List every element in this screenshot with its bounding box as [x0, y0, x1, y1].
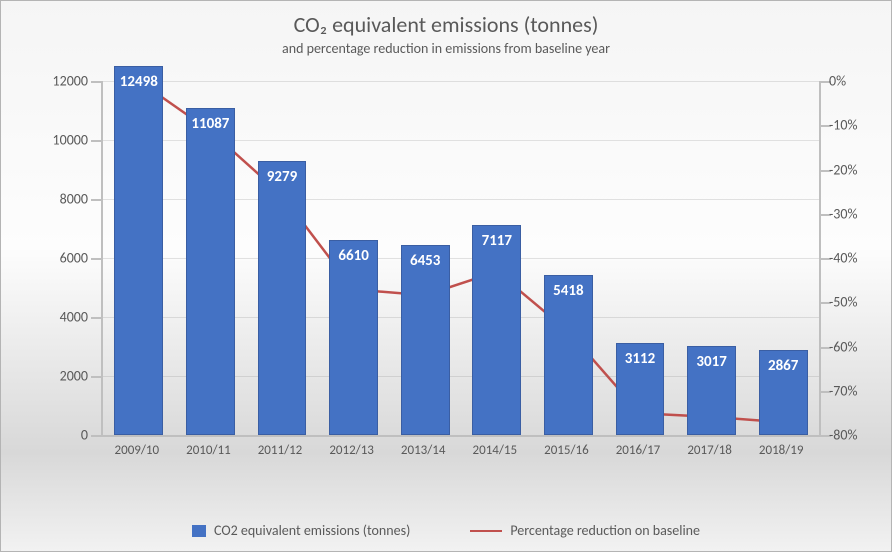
x-label: 2011/12 [258, 443, 303, 458]
y-label-left: 10000 [33, 132, 88, 149]
bar: 6453 [401, 245, 450, 435]
y-label-right: -70% [829, 382, 879, 399]
bar-value-label: 3112 [625, 350, 655, 368]
y-label-right: -20% [829, 161, 879, 178]
x-label: 2014/15 [473, 443, 518, 458]
y-label-right: -30% [829, 205, 879, 222]
x-label: 2015/16 [544, 443, 589, 458]
x-label: 2018/19 [759, 443, 804, 458]
y-tick-left [91, 140, 101, 142]
legend: CO2 equivalent emissions (tonnes) Percen… [1, 522, 891, 539]
legend-swatch-bar [192, 525, 206, 537]
y-label-left: 12000 [33, 73, 88, 90]
x-axis: 2009/10 2010/11 2011/12 2012/13 2013/14 2014/… [101, 437, 821, 463]
y-label-right: 0% [829, 73, 879, 90]
legend-label-bars: CO2 equivalent emissions (tonnes) [214, 522, 410, 539]
bar-value-label: 3017 [696, 353, 726, 371]
gridline [103, 81, 819, 82]
y-tick-left [91, 258, 101, 260]
plot-area: 0200040006000800010000120000%-10%-20%-30… [101, 81, 821, 437]
bar: 3112 [616, 343, 665, 435]
bar-value-label: 6610 [338, 247, 368, 265]
y-label-left: 2000 [33, 368, 88, 385]
y-tick-left [91, 317, 101, 319]
y-tick-left [91, 199, 101, 201]
bar: 6610 [329, 240, 378, 435]
legend-item-bars: CO2 equivalent emissions (tonnes) [192, 522, 410, 539]
y-tick-left [91, 435, 101, 437]
bar: 12498 [114, 66, 163, 435]
x-label: 2013/14 [401, 443, 446, 458]
x-label: 2016/17 [616, 443, 661, 458]
y-tick-left [91, 81, 101, 83]
bar-value-label: 5418 [553, 282, 583, 300]
bar: 3017 [687, 346, 736, 435]
x-label: 2009/10 [115, 443, 160, 458]
y-label-right: -40% [829, 250, 879, 267]
x-label: 2010/11 [186, 443, 231, 458]
bar-value-label: 11087 [191, 115, 229, 133]
bar: 11087 [186, 108, 235, 435]
bar: 2867 [759, 350, 808, 435]
y-label-left: 4000 [33, 309, 88, 326]
bar: 7117 [472, 225, 521, 435]
y-label-left: 8000 [33, 191, 88, 208]
bar: 5418 [544, 275, 593, 435]
legend-label-line: Percentage reduction on baseline [510, 522, 700, 539]
y-label-left: 0 [33, 427, 88, 444]
bar-value-label: 12498 [120, 73, 158, 91]
legend-item-line: Percentage reduction on baseline [470, 522, 700, 539]
legend-swatch-line [470, 530, 502, 532]
y-tick-left [91, 376, 101, 378]
chart-title: CO₂ equivalent emissions (tonnes) [1, 11, 891, 38]
y-label-right: -80% [829, 427, 879, 444]
x-label: 2017/18 [687, 443, 732, 458]
bar-value-label: 7117 [482, 232, 512, 250]
bar: 9279 [258, 161, 307, 435]
chart-area: 0200040006000800010000120000%-10%-20%-30… [101, 81, 821, 463]
y-label-right: -10% [829, 117, 879, 134]
y-label-right: -60% [829, 338, 879, 355]
bar-value-label: 2867 [768, 357, 798, 375]
bar-value-label: 6453 [410, 252, 440, 270]
bar-value-label: 9279 [267, 168, 297, 186]
chart-subtitle: and percentage reduction in emissions fr… [1, 40, 891, 57]
y-label-right: -50% [829, 294, 879, 311]
x-label: 2012/13 [329, 443, 374, 458]
y-label-left: 6000 [33, 250, 88, 267]
